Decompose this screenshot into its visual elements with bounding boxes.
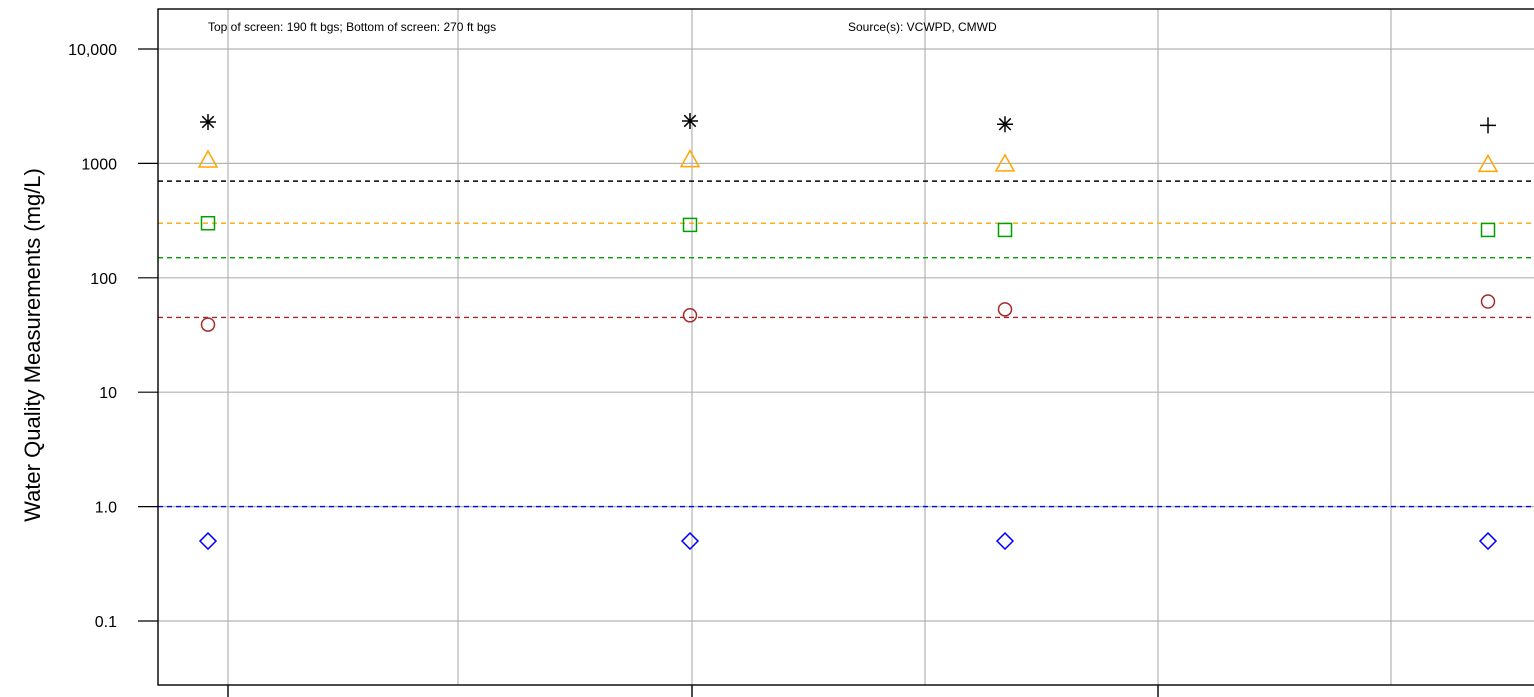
diamond-point xyxy=(1478,531,1498,551)
y-tick-label: 10,000 xyxy=(68,42,117,59)
data-points xyxy=(197,112,1499,551)
diamond-point xyxy=(198,531,218,551)
circle-point xyxy=(200,317,216,332)
y-axis: 0.1 1.0 10 100 1000 10,000 xyxy=(68,42,1159,697)
plot-frame xyxy=(157,8,1534,686)
asterisk-point xyxy=(682,112,698,129)
square-point xyxy=(1480,222,1496,238)
y-tick-label: 1000 xyxy=(81,156,117,173)
triangle-point xyxy=(994,153,1016,172)
square-point xyxy=(997,222,1013,238)
square-point xyxy=(682,217,698,233)
y-axis-label: Water Quality Measurements (mg/L) xyxy=(20,168,45,522)
y-tick-label: 100 xyxy=(90,271,117,288)
asterisk-point xyxy=(997,116,1013,133)
screen-depth-annotation: Top of screen: 190 ft bgs; Bottom of scr… xyxy=(208,20,496,34)
square-point xyxy=(200,215,216,231)
diamond-point xyxy=(680,531,700,551)
triangle-point xyxy=(197,149,219,168)
triangle-point xyxy=(1477,153,1499,173)
plus-point xyxy=(1480,117,1496,134)
y-tick-label: 10 xyxy=(99,385,117,402)
source-annotation: Source(s): VCWPD, CMWD xyxy=(848,20,997,34)
y-tick-label: 1.0 xyxy=(95,500,117,517)
reference-lines xyxy=(158,180,1534,508)
circle-point xyxy=(997,302,1013,317)
circle-point xyxy=(682,308,698,323)
asterisk-point xyxy=(200,114,216,131)
y-tick-label: 0.1 xyxy=(95,614,117,631)
grid xyxy=(158,9,1534,685)
triangle-point xyxy=(679,149,701,168)
circle-point xyxy=(1480,294,1496,309)
diamond-point xyxy=(995,531,1015,551)
